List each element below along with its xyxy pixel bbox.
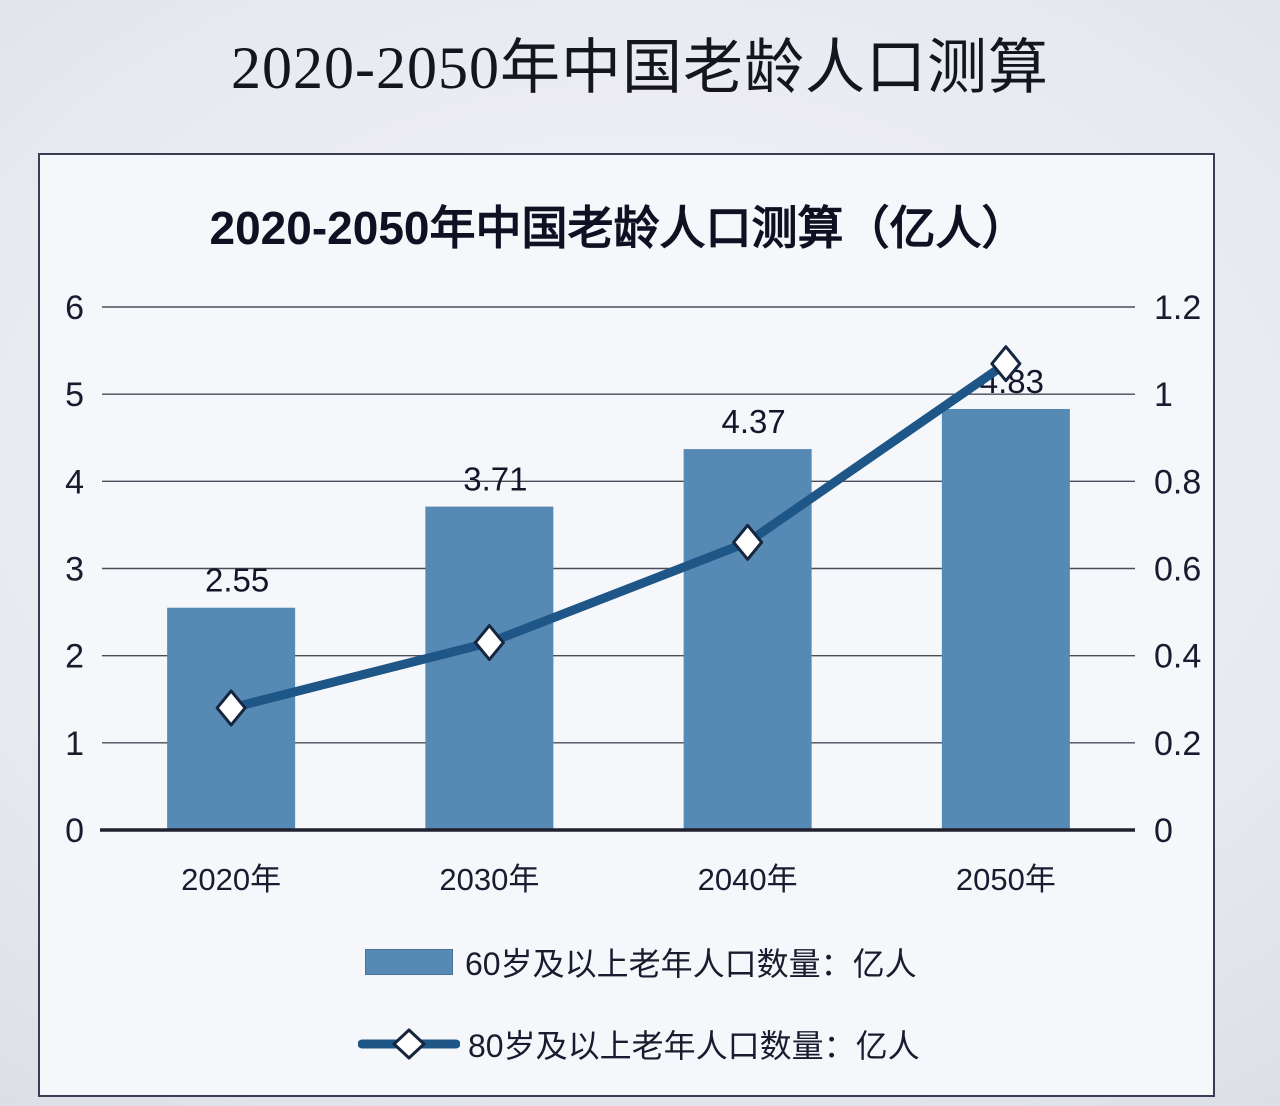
diamond-marker (473, 624, 505, 662)
bar-value-label: 4.37 (722, 403, 786, 440)
diamond-marker (990, 345, 1022, 383)
left-axis-tick-label: 5 (65, 376, 84, 414)
diamond-marker (215, 689, 247, 727)
right-axis-tick-label: 0 (1154, 812, 1173, 850)
left-axis-tick-label: 1 (65, 725, 84, 763)
bar-value-label: 2.55 (205, 562, 269, 599)
legend-item-80plus: 80岁及以上老年人口数量：亿人 (358, 1025, 920, 1064)
left-axis-tick-label: 2 (65, 638, 84, 676)
line-series-swatch (358, 1028, 460, 1060)
right-axis-tick-label: 0.4 (1154, 638, 1201, 676)
left-axis-tick-label: 4 (65, 463, 84, 501)
x-axis-category-label: 2050年 (956, 862, 1056, 897)
legend-label-80plus: 80岁及以上老年人口数量：亿人 (468, 1028, 920, 1064)
legend-label-60plus: 60岁及以上老年人口数量：亿人 (465, 946, 917, 982)
diamond-marker (732, 523, 764, 561)
left-axis-tick-label: 0 (65, 812, 84, 850)
bar-2050年 (941, 408, 1070, 830)
x-axis-category-label: 2030年 (439, 862, 539, 897)
left-axis-tick-label: 6 (65, 289, 84, 327)
diamond-marker-icon (392, 1028, 426, 1060)
right-axis-tick-label: 0.2 (1154, 725, 1201, 763)
left-axis-tick-label: 3 (65, 551, 84, 589)
line-series (226, 359, 1011, 713)
right-axis-tick-label: 1 (1154, 376, 1173, 414)
bar-series-swatch (365, 949, 453, 975)
right-axis-tick-label: 0.6 (1154, 551, 1201, 589)
x-axis-category-label: 2040年 (698, 862, 798, 897)
right-axis-tick-label: 1.2 (1154, 289, 1201, 327)
page-title: 2020-2050年中国老龄人口测算 (231, 34, 1049, 101)
right-axis-tick-label: 0.8 (1154, 463, 1201, 501)
bar-2030年 (425, 506, 554, 830)
x-axis-category-label: 2020年 (181, 862, 281, 897)
chart-panel: 2.55 3.71 4.37 4.83 0 1 2 3 4 5 6 0 0.2 0.4 0.6 0.8 1 1.2… (38, 153, 1215, 1097)
bar-value-label: 3.71 (463, 461, 527, 498)
chart-title: 2020-2050年中国老龄人口测算（亿人） (209, 202, 1028, 254)
legend-item-60plus: 60岁及以上老年人口数量：亿人 (365, 943, 917, 982)
chart-plot-area: 2.553.714.374.83012345600.20.40.60.811.2… (65, 289, 1201, 897)
